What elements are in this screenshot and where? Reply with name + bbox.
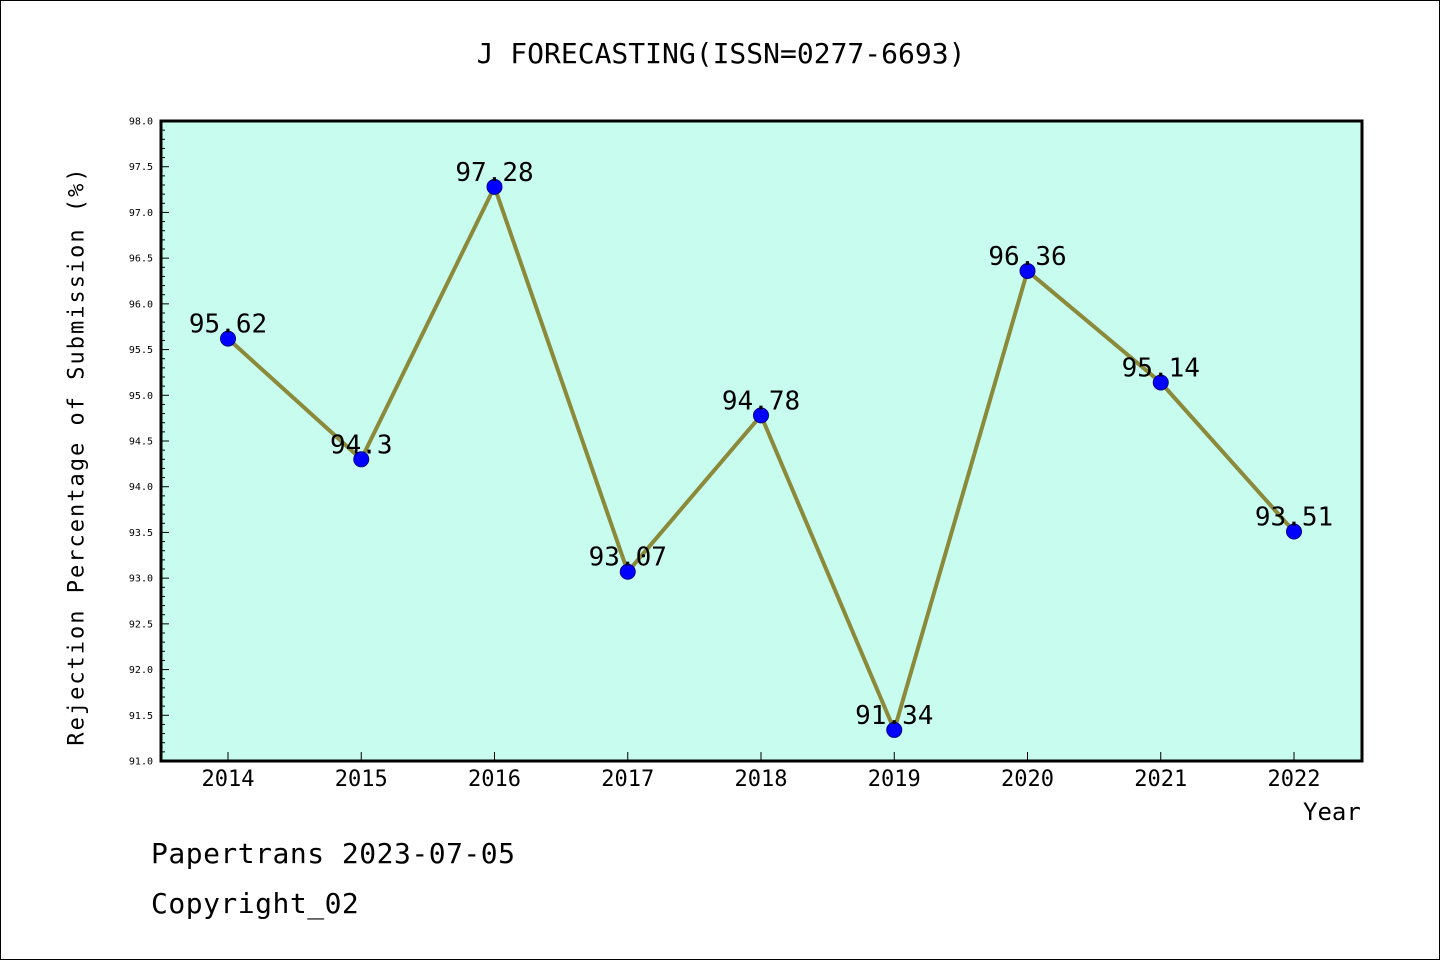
y-tick-label: 96.5 [129, 254, 153, 265]
x-tick-label: 2022 [1268, 767, 1321, 792]
y-tick-label: 98.0 [129, 117, 153, 128]
x-tick-label: 2017 [601, 767, 654, 792]
y-tick-label: 96.0 [129, 299, 153, 310]
x-tick-label: 2019 [868, 767, 921, 792]
chart-title: J FORECASTING(ISSN=0277-6693) [476, 37, 966, 70]
data-label: 96.36 [988, 242, 1066, 272]
y-tick-label: 97.5 [129, 162, 153, 173]
y-tick-label: 97.0 [129, 208, 153, 219]
data-label: 95.62 [189, 310, 267, 340]
plot-border [159, 119, 1364, 763]
data-point-marker [886, 721, 903, 738]
x-axis-ticks: 2014 2015 2016 2017 2018 2019 2020 2021 2022 [202, 752, 1321, 792]
y-tick-label: 95.0 [129, 391, 153, 402]
y-tick-label: 93.0 [129, 574, 153, 585]
data-label: 95.14 [1122, 353, 1200, 383]
y-tick-label: 92.0 [129, 665, 153, 676]
y-tick-label: 94.5 [129, 437, 153, 448]
data-label: 94.3 [330, 430, 393, 460]
footer-source-date: Papertrans 2023-07-05 [151, 837, 516, 870]
plot-area [161, 121, 1362, 761]
y-tick-label: 93.5 [129, 528, 153, 539]
y-tick-label: 94.0 [129, 482, 153, 493]
y-tick-label: 92.5 [129, 619, 153, 630]
x-tick-label: 2016 [468, 767, 521, 792]
data-point-marker [1152, 374, 1169, 391]
data-point-marker [1286, 523, 1302, 540]
data-point-marker [619, 563, 636, 580]
y-tick-label: 95.5 [129, 345, 153, 356]
y-tick-label: 91.0 [129, 757, 153, 768]
x-axis-label: Year [1303, 798, 1361, 826]
footer-copyright: Copyright_02 [151, 887, 360, 920]
y-tick-label: 91.5 [129, 711, 153, 722]
data-point-marker [1019, 262, 1036, 279]
data-point-marker [220, 330, 236, 347]
x-tick-label: 2021 [1134, 767, 1187, 792]
data-label: 91.34 [855, 701, 933, 731]
x-tick-label: 2015 [335, 767, 388, 792]
data-label: 94.78 [722, 386, 800, 416]
data-label: 97.28 [455, 158, 533, 188]
y-axis-ticks: 91.0 91.5 92.0 92.5 93.0 93.5 94.0 94.5 95.0 95.5… [129, 117, 169, 768]
data-series: 95.62 94.3 97.28 93.07 94.78 91.34 96.36 95.14 9… [189, 158, 1333, 738]
x-tick-label: 2020 [1001, 767, 1054, 792]
data-point-marker [353, 451, 370, 468]
data-label: 93.07 [589, 543, 667, 573]
data-label: 93.51 [1255, 503, 1333, 533]
data-point-marker [753, 407, 769, 424]
data-point-marker [486, 178, 503, 195]
x-tick-label: 2018 [735, 767, 788, 792]
x-tick-label: 2014 [202, 767, 255, 792]
